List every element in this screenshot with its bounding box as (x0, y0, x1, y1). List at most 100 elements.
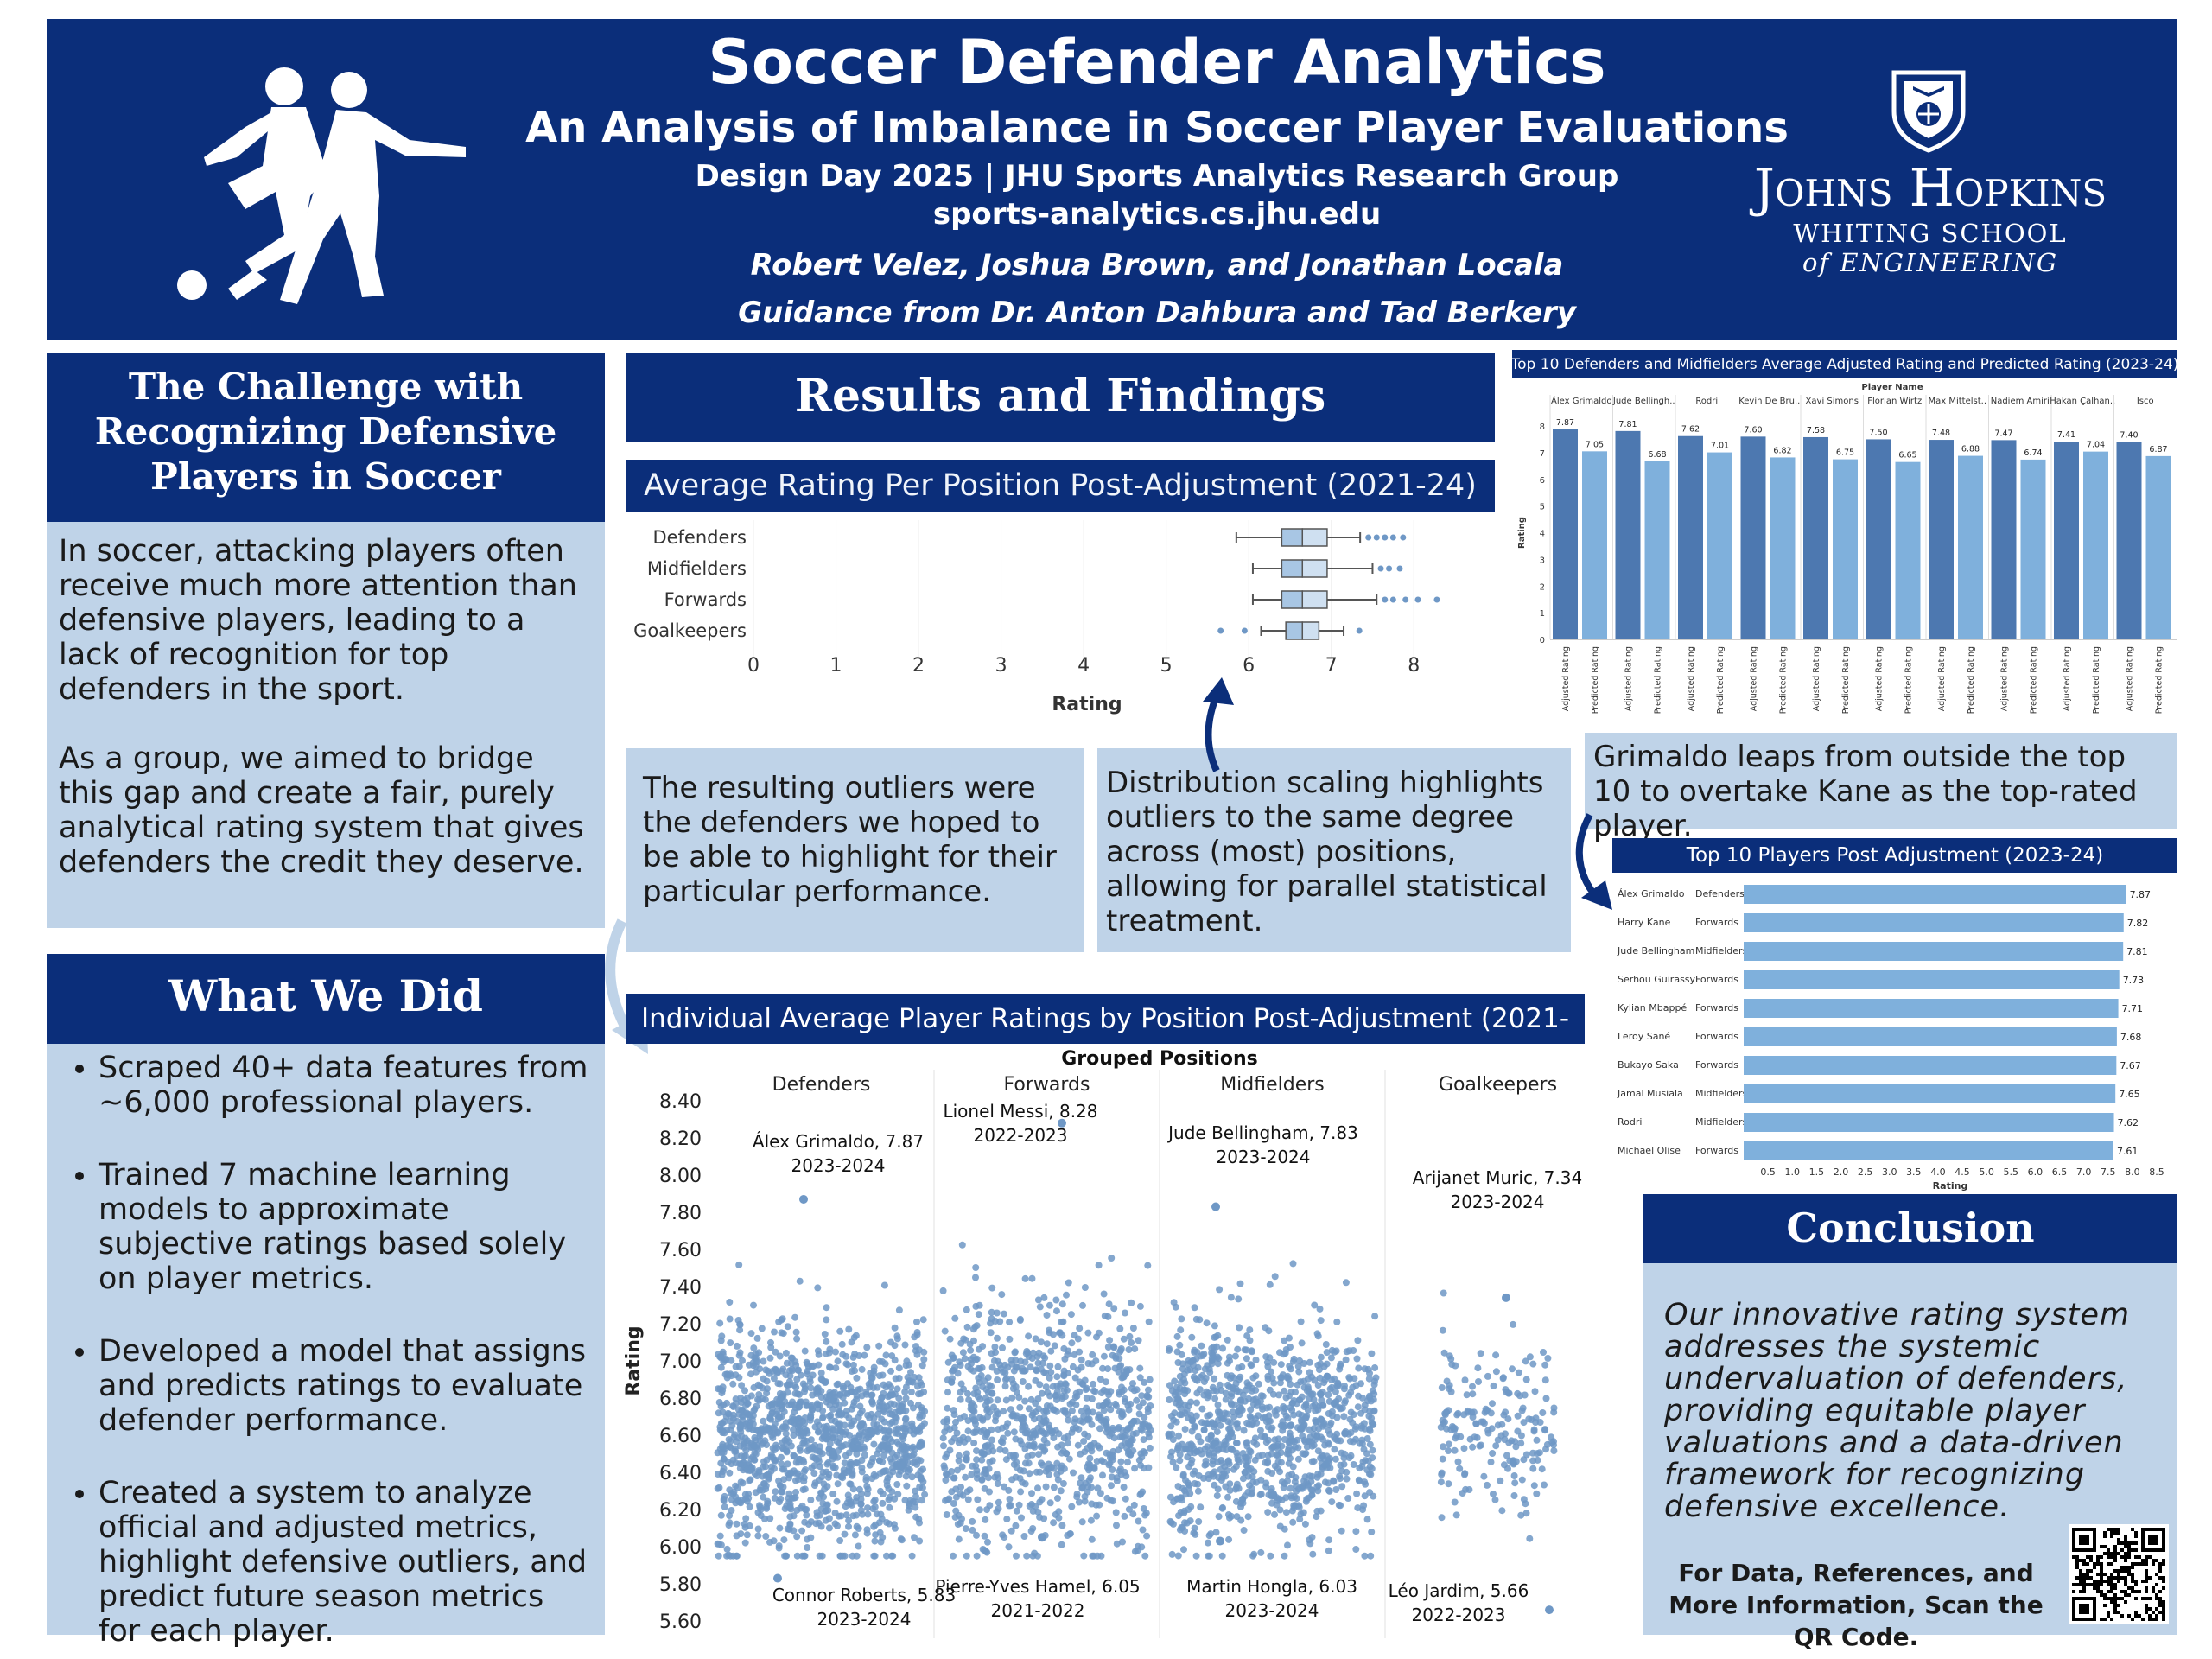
scatter-point (1013, 1552, 1020, 1560)
scatter-point (836, 1552, 844, 1560)
qr-module (2089, 1569, 2093, 1573)
scatter-point (1027, 1363, 1034, 1371)
scatter-point (1083, 1404, 1090, 1412)
scatter-point (918, 1497, 925, 1504)
scatter-point (1020, 1533, 1028, 1540)
adjusted-rating-bar (1866, 439, 1891, 639)
scatter-point (771, 1420, 779, 1427)
scatter-point (750, 1344, 758, 1352)
scatter-point (1306, 1426, 1313, 1433)
scatter-point (1135, 1456, 1143, 1464)
scatter-point (1138, 1427, 1146, 1434)
data-label: 7.81 (1618, 420, 1637, 429)
scatter-point (760, 1493, 767, 1501)
scatter-point (1511, 1479, 1519, 1487)
scatter-point (1314, 1361, 1322, 1369)
scatter-point (1317, 1415, 1325, 1423)
scatter-point (1094, 1484, 1102, 1492)
player-label: Álex Grimaldo (1618, 888, 1685, 899)
qr-module (2152, 1586, 2155, 1590)
scatter-point (776, 1524, 784, 1532)
scatter-point (1001, 1447, 1009, 1454)
conclusion-heading: Conclusion (1643, 1194, 2177, 1263)
scatter-point (1021, 1445, 1029, 1452)
qr-module (2072, 1590, 2075, 1593)
scatter-point (855, 1414, 862, 1421)
scatter-point (781, 1398, 789, 1405)
scatter-point (911, 1534, 918, 1541)
scatter-point (1177, 1326, 1185, 1334)
scatter-point (1325, 1410, 1332, 1417)
scatter-point (1211, 1468, 1218, 1476)
y-tick-label: 7.00 (659, 1351, 702, 1373)
qr-module (2079, 1580, 2082, 1583)
scatter-point (1093, 1512, 1101, 1520)
qr-code-icon[interactable] (2069, 1524, 2169, 1624)
qr-module (2093, 1562, 2096, 1566)
scatter-point (1236, 1280, 1244, 1287)
project-url[interactable]: sports-analytics.cs.jhu.edu (932, 197, 1382, 232)
scatter-point (807, 1497, 815, 1503)
y-tick-label: 5.80 (659, 1574, 702, 1596)
scatter-point (1192, 1530, 1199, 1538)
scatter-point (897, 1535, 905, 1543)
list-item: Scraped 40+ data features from ~6,000 pr… (99, 1051, 594, 1120)
scatter-point (942, 1497, 949, 1504)
scatter-point (1133, 1386, 1141, 1394)
qr-module (2113, 1593, 2117, 1597)
scatter-point (1290, 1397, 1298, 1404)
scatter-point (1338, 1404, 1346, 1412)
scatter-point (774, 1429, 782, 1437)
scatter-point (747, 1466, 755, 1474)
qr-module (2134, 1590, 2138, 1593)
scatter-point (1037, 1443, 1045, 1451)
scatter-point (1293, 1487, 1300, 1495)
scatter-point (1440, 1289, 1447, 1297)
qr-module (2124, 1541, 2127, 1545)
qr-module (2127, 1593, 2131, 1597)
scatter-point (1229, 1446, 1236, 1453)
qr-module (2086, 1555, 2089, 1559)
scatter-point (1049, 1427, 1057, 1435)
scatter-point (1452, 1511, 1460, 1519)
scatter-point (732, 1395, 740, 1403)
qr-module (2131, 1586, 2134, 1590)
scatter-point (993, 1367, 1001, 1375)
scatter-point (1224, 1381, 1231, 1389)
scatter-point (969, 1526, 976, 1534)
scatter-point (1262, 1459, 1269, 1466)
conclusion-heading-text: Conclusion (1786, 1205, 2035, 1251)
scatter-point (1025, 1332, 1033, 1340)
scatter-point (877, 1443, 885, 1450)
scatter-point (976, 1301, 983, 1309)
scatter-point (1338, 1467, 1345, 1475)
scatter-point (864, 1412, 872, 1419)
scatter-point (717, 1402, 725, 1410)
scatter-point (823, 1338, 830, 1345)
scatter-point (766, 1370, 773, 1377)
scatter-point (778, 1453, 785, 1461)
scatter-point (916, 1427, 924, 1435)
scatter-point (817, 1463, 823, 1471)
scatter-point (1058, 1393, 1066, 1400)
scatter-point (973, 1531, 980, 1539)
scatter-point (1463, 1391, 1471, 1399)
scatter-point (1236, 1411, 1243, 1419)
scatter-point (847, 1459, 855, 1466)
qr-module (2152, 1618, 2155, 1621)
scatter-point (1251, 1434, 1259, 1442)
scatter-point (1073, 1491, 1081, 1498)
scatter-point (1243, 1355, 1250, 1363)
scatter-point (988, 1442, 995, 1450)
scatter-point (744, 1400, 751, 1408)
scatter-point (1007, 1527, 1015, 1535)
scatter-point (727, 1438, 734, 1446)
scatter-point (838, 1428, 846, 1436)
scatter-point (1308, 1491, 1316, 1499)
scatter-point (1294, 1455, 1302, 1463)
scatter-point (892, 1375, 899, 1382)
scatter-point (907, 1369, 914, 1376)
scatter-point (1195, 1518, 1203, 1525)
scatter-point (957, 1389, 964, 1396)
y-tick-label: 1 (1540, 609, 1545, 619)
